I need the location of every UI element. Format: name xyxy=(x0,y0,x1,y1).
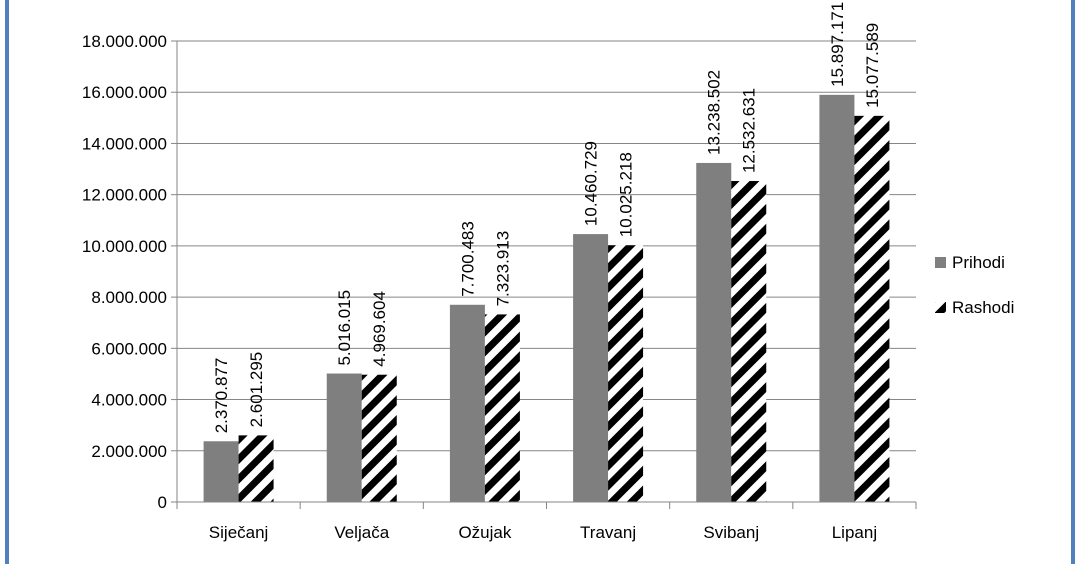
x-tick-label: Travanj xyxy=(580,523,636,542)
y-tick-label: 0 xyxy=(158,493,167,512)
data-label: 2.601.295 xyxy=(247,352,266,428)
data-label: 4.969.604 xyxy=(370,291,389,367)
bar-prihodi xyxy=(696,162,732,502)
y-tick-label: 16.000.000 xyxy=(82,83,167,102)
bar-rashodi xyxy=(484,314,520,502)
y-tick-label: 18.000.000 xyxy=(82,32,167,51)
data-label: 10.025.218 xyxy=(617,152,636,237)
data-label: 7.700.483 xyxy=(458,221,477,297)
bar-prihodi xyxy=(203,441,239,502)
data-label: 15.077.589 xyxy=(863,23,882,108)
bar-prihodi xyxy=(449,304,485,502)
bar-rashodi xyxy=(854,115,890,502)
y-tick-label: 8.000.000 xyxy=(91,288,167,307)
data-label: 15.897.171 xyxy=(828,2,847,87)
data-label: 5.016.015 xyxy=(335,290,354,366)
legend: Prihodi Rashodi xyxy=(935,253,1014,317)
y-tick-label: 10.000.000 xyxy=(82,237,167,256)
bar-rashodi xyxy=(238,435,274,502)
legend-label: Prihodi xyxy=(952,253,1005,272)
y-tick-label: 14.000.000 xyxy=(82,134,167,153)
data-label: 10.460.729 xyxy=(582,141,601,226)
bar-rashodi xyxy=(608,245,644,502)
legend-label: Rashodi xyxy=(952,298,1014,317)
y-tick-label: 12.000.000 xyxy=(82,186,167,205)
x-tick-label: Svibanj xyxy=(703,523,759,542)
axes: 0 2.000.000 4.000.000 6.000.000 8.000.000 10.… xyxy=(82,32,917,542)
x-tick-label: Lipanj xyxy=(832,523,877,542)
y-tick-label: 2.000.000 xyxy=(91,442,167,461)
bar-rashodi xyxy=(361,374,397,502)
x-tick-label: Veljača xyxy=(334,523,389,542)
bars xyxy=(203,94,890,503)
data-label: 12.532.631 xyxy=(740,88,759,173)
data-label: 7.323.913 xyxy=(493,231,512,307)
bar-prihodi xyxy=(819,94,855,503)
data-label: 13.238.502 xyxy=(705,70,724,155)
legend-swatch xyxy=(935,302,946,313)
bar-rashodi xyxy=(731,181,767,502)
y-tick-label: 6.000.000 xyxy=(91,339,167,358)
legend-swatch xyxy=(935,257,946,268)
bar-prihodi xyxy=(573,234,609,502)
y-tick-label: 4.000.000 xyxy=(91,391,167,410)
data-labels: 2.370.877 2.601.295 5.016.015 4.969.604 7.70… xyxy=(212,2,882,434)
gridlines xyxy=(177,40,916,452)
x-tick-label: Ožujak xyxy=(458,523,511,542)
x-tick-label: Siječanj xyxy=(209,523,269,542)
bar-prihodi xyxy=(326,373,362,502)
data-label: 2.370.877 xyxy=(212,358,231,434)
